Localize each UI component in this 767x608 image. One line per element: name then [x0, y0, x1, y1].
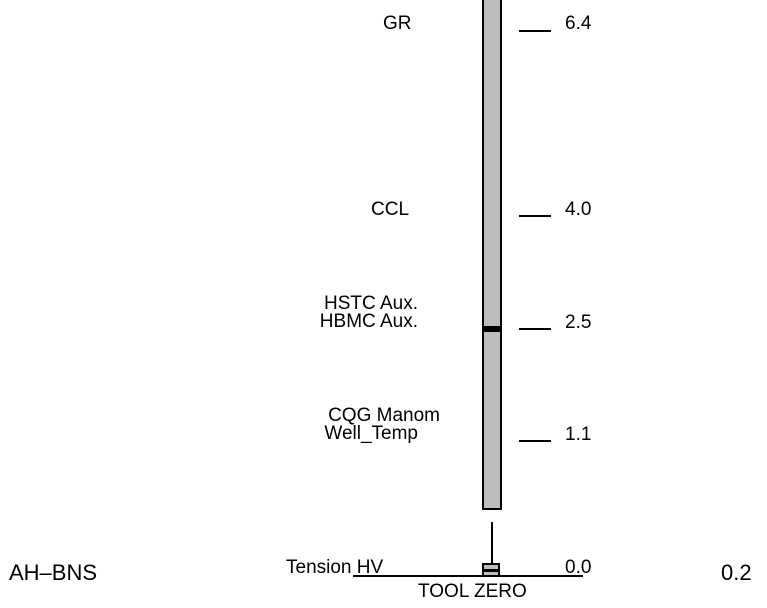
tool-body-upper — [482, 0, 502, 330]
depth-tick-4-0 — [519, 215, 551, 217]
sensor-label-hbmc-aux: HBMC Aux. — [319, 311, 418, 332]
depth-tick-1-1 — [519, 440, 551, 442]
sensor-label-tension-hv: Tension HV — [286, 557, 384, 578]
tool-name: AH–BNS — [9, 560, 98, 585]
tool-body-lower — [482, 330, 502, 510]
depth-value-6-4: 6.4 — [565, 13, 592, 34]
cable-connector — [491, 522, 493, 564]
tool-zero-label: TOOL ZERO — [418, 581, 527, 602]
depth-value-4-0: 4.0 — [565, 199, 592, 220]
ah-bns-tool-band — [482, 569, 500, 572]
tool-joint — [482, 326, 502, 332]
sensor-label-well-temp: Well_Temp — [324, 423, 418, 444]
tool-zero-line — [353, 575, 583, 577]
depth-value-1-1: 1.1 — [565, 424, 592, 445]
sensor-label-ccl: CCL — [371, 199, 410, 220]
depth-tick-2-5 — [519, 328, 551, 330]
depth-value-2-5: 2.5 — [565, 312, 592, 333]
depth-value-0-0: 0.0 — [565, 557, 592, 578]
depth-tick-6-4 — [519, 30, 551, 32]
sensor-label-hstc-aux: HSTC Aux. — [324, 293, 418, 314]
sensor-label-gr: GR — [383, 13, 412, 34]
sensor-label-cqg-manom: CQG Manom — [328, 405, 440, 426]
tool-length: 0.2 — [721, 560, 752, 585]
